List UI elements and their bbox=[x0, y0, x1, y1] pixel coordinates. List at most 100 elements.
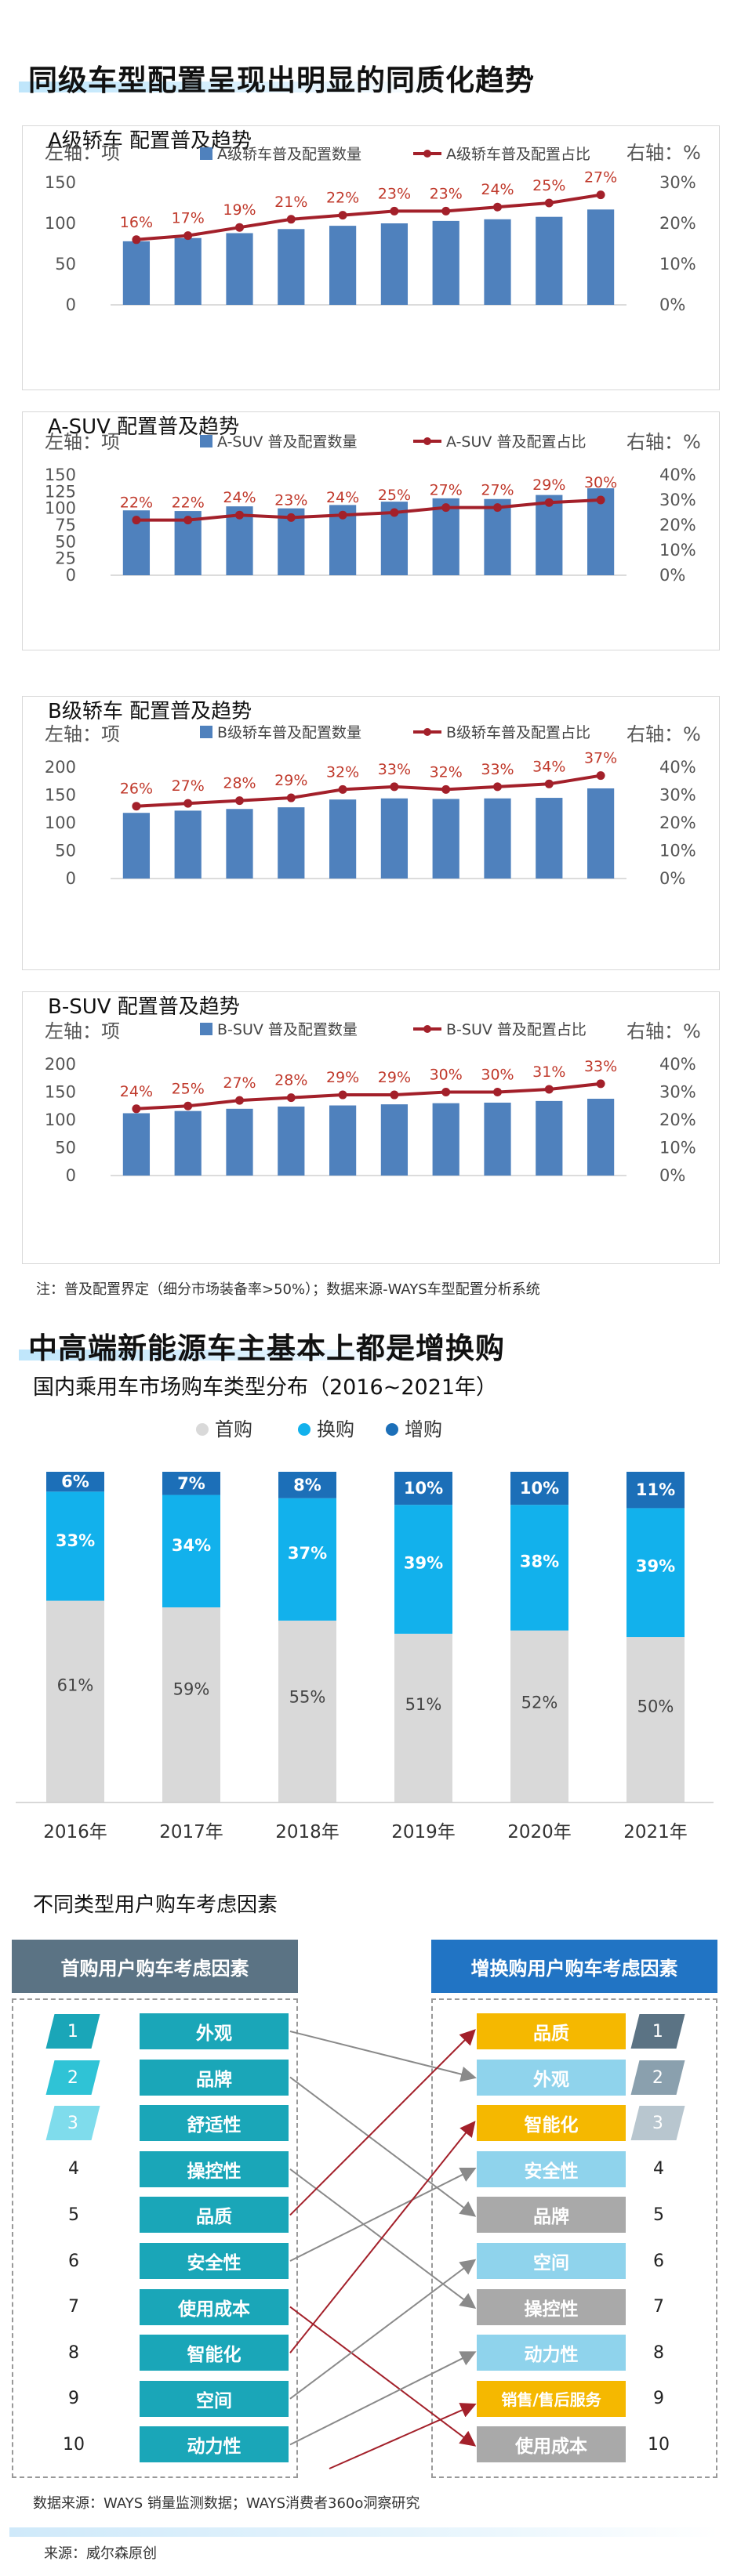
line-point bbox=[596, 495, 605, 505]
bar bbox=[380, 1104, 409, 1176]
line-data-label: 30% bbox=[584, 474, 617, 491]
line-data-label: 33% bbox=[584, 1058, 617, 1075]
line-data-label: 32% bbox=[326, 763, 359, 781]
stacked-segment bbox=[46, 1472, 104, 1492]
category-label: 2021年 bbox=[623, 1822, 688, 1842]
series-line bbox=[136, 1081, 601, 1110]
line-data-label: 24% bbox=[326, 489, 359, 506]
line-point bbox=[596, 771, 605, 781]
left-tick-label: 0 bbox=[66, 566, 76, 585]
first-factor-item: 智能化 bbox=[140, 2335, 289, 2371]
stacked-segment bbox=[394, 1505, 452, 1634]
stacked-chart-title: 国内乘用车市场购车类型分布（2016~2021年） bbox=[33, 1375, 498, 1400]
bar bbox=[484, 219, 511, 305]
repeat-factor-item: 动力性 bbox=[477, 2335, 626, 2371]
chart-title: B级轿车 配置普及趋势 bbox=[48, 700, 252, 723]
line-point bbox=[493, 202, 502, 212]
left-axis-label: 左轴：项 bbox=[45, 431, 120, 453]
segment-label: 38% bbox=[520, 1552, 559, 1571]
line-point bbox=[286, 513, 296, 522]
chart-panel-a-sedan: A级轿车 配置普及趋势 左轴：项 右轴：% A级轿车普及配置数量 A级轿车普及配置占比… bbox=[22, 125, 720, 390]
line-point bbox=[390, 1090, 399, 1100]
right-tick-label: 10% bbox=[659, 842, 696, 860]
line-point bbox=[235, 796, 244, 806]
line-point bbox=[338, 211, 347, 220]
left-rank-10: 10 bbox=[63, 2434, 85, 2455]
bar bbox=[174, 810, 202, 879]
left-tick-label: 100 bbox=[45, 813, 76, 832]
right-rank-2: 2 bbox=[630, 2060, 685, 2095]
category-label: 2018年 bbox=[275, 1822, 340, 1842]
line-point bbox=[493, 1088, 502, 1096]
line-point bbox=[544, 1085, 554, 1094]
line-point bbox=[441, 503, 451, 513]
line-data-label: 34% bbox=[532, 758, 565, 775]
chart-title: B-SUV 配置普及趋势 bbox=[48, 995, 240, 1019]
right-tick-label: 30% bbox=[659, 173, 696, 192]
line-data-label: 24% bbox=[223, 489, 256, 506]
series-line bbox=[136, 193, 601, 241]
line-point bbox=[390, 782, 399, 792]
left-tick-label: 150 bbox=[45, 786, 76, 805]
left-tick-label: 150 bbox=[45, 466, 76, 484]
right-tick-label: 20% bbox=[659, 813, 696, 832]
right-rank-8: 8 bbox=[653, 2342, 664, 2363]
right-axis-label: 右轴：% bbox=[626, 431, 701, 453]
left-tick-label: 0 bbox=[66, 869, 76, 888]
line-data-label: 29% bbox=[274, 772, 307, 789]
right-tick-label: 0% bbox=[659, 869, 685, 888]
stacked-segment bbox=[278, 1472, 336, 1498]
line-point bbox=[132, 802, 141, 811]
line-point bbox=[235, 510, 244, 520]
left-rank-6: 6 bbox=[68, 2251, 79, 2271]
line-data-label: 27% bbox=[172, 777, 205, 795]
legend-label: 增购 bbox=[405, 1418, 442, 1440]
stacked-segment bbox=[394, 1633, 452, 1802]
line-data-label: 30% bbox=[481, 1067, 514, 1084]
left-tick-label: 150 bbox=[45, 173, 76, 192]
data-source: 数据来源：WAYS 销量监测数据；WAYS消费者360o洞察研究 bbox=[33, 2495, 420, 2512]
right-tick-label: 10% bbox=[659, 1139, 696, 1158]
section-title-new-energy: 中高端新能源车主基本上都是增换购 bbox=[28, 1331, 505, 1365]
footer-bar bbox=[9, 2527, 719, 2537]
stacked-segment bbox=[162, 1607, 220, 1802]
line-point bbox=[493, 782, 502, 792]
left-rank-9: 9 bbox=[68, 2389, 79, 2409]
series-line bbox=[136, 498, 601, 522]
segment-label: 37% bbox=[288, 1544, 327, 1563]
line-data-label: 30% bbox=[430, 1067, 463, 1084]
line-point bbox=[596, 1079, 605, 1089]
left-tick-label: 50 bbox=[55, 1139, 76, 1158]
left-tick-label: 25 bbox=[55, 549, 76, 568]
bar bbox=[278, 807, 305, 879]
bar bbox=[432, 799, 459, 879]
left-tick-label: 125 bbox=[45, 482, 76, 501]
right-tick-label: 20% bbox=[659, 516, 696, 534]
legend-line-marker bbox=[423, 1025, 431, 1033]
repeat-factor-item: 使用成本 bbox=[477, 2426, 626, 2463]
category-label: 2019年 bbox=[391, 1822, 456, 1842]
category-label: 2017年 bbox=[159, 1822, 223, 1842]
bar bbox=[587, 1099, 615, 1176]
left-rank-1: 1 bbox=[45, 2014, 100, 2049]
line-point bbox=[132, 1104, 141, 1114]
line-data-label: 27% bbox=[481, 482, 514, 499]
repeat-factor-item: 外观 bbox=[477, 2059, 626, 2096]
bar bbox=[226, 809, 253, 879]
right-tick-label: 10% bbox=[659, 541, 696, 560]
bar bbox=[122, 241, 151, 305]
legend-bar-swatch bbox=[200, 726, 212, 738]
line-point bbox=[441, 1088, 451, 1096]
line-data-label: 27% bbox=[584, 169, 617, 187]
first-factor-item: 使用成本 bbox=[140, 2288, 289, 2325]
right-tick-label: 0% bbox=[659, 295, 685, 314]
chart-panel-b-suv: B-SUV 配置普及趋势 左轴：项 右轴：% B-SUV 普及配置数量 B-SUV 普… bbox=[22, 991, 720, 1264]
right-tick-label: 20% bbox=[659, 1110, 696, 1129]
segment-label: 6% bbox=[61, 1473, 89, 1491]
stacked-segment bbox=[278, 1498, 336, 1621]
line-point bbox=[235, 1096, 244, 1105]
legend-line-label: B-SUV 普及配置占比 bbox=[446, 1021, 587, 1038]
title-underline bbox=[19, 1350, 458, 1360]
bar bbox=[278, 1106, 305, 1176]
line-point bbox=[544, 779, 554, 788]
